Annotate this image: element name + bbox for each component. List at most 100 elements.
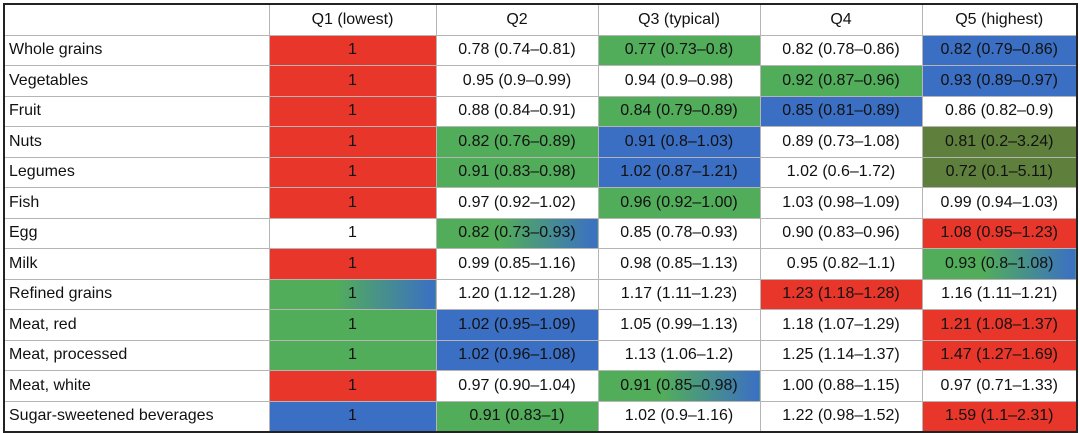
risk-table-container: Q1 (lowest) Q2 Q3 (typical) Q4 Q5 (highest) … — [3, 3, 1078, 433]
value-cell: 1 — [268, 248, 437, 280]
value-cell: 0.84 (0.79–0.89) — [597, 95, 761, 127]
value-cell: 0.99 (0.85–1.16) — [435, 248, 599, 280]
row-label: Vegetables — [3, 65, 270, 97]
value-cell: 1 — [268, 187, 437, 219]
value-cell: 0.97 (0.90–1.04) — [435, 370, 599, 402]
table-row: Meat, processed 1 1.02 (0.96–1.08) 1.13 (1.… — [3, 339, 1078, 371]
value-cell: 1 — [268, 309, 437, 341]
value-cell: 1 — [268, 95, 437, 127]
value-cell: 1.02 (0.9–1.16) — [597, 400, 761, 433]
value-cell: 1.59 (1.1–2.31) — [921, 400, 1078, 433]
value-cell: 1.13 (1.06–1.2) — [597, 339, 761, 371]
value-cell: 1.02 (0.87–1.21) — [597, 156, 761, 188]
value-cell: 0.72 (0.1–5.11) — [921, 156, 1078, 188]
table-row: Legumes 1 0.91 (0.83–0.98) 1.02 (0.87–1.21)… — [3, 156, 1078, 188]
row-label: Sugar-sweetened beverages — [3, 400, 270, 433]
table-row: Fruit 1 0.88 (0.84–0.91) 0.84 (0.79–0.89) 0.… — [3, 95, 1078, 127]
value-cell: 1 — [268, 126, 437, 158]
column-header: Q5 (highest) — [921, 4, 1078, 36]
value-cell: 1.16 (1.11–1.21) — [921, 278, 1078, 310]
value-cell: 0.92 (0.87–0.96) — [759, 65, 923, 97]
row-label: Whole grains — [3, 34, 270, 66]
value-cell: 0.90 (0.83–0.96) — [759, 217, 923, 249]
row-label: Legumes — [3, 156, 270, 188]
row-label: Refined grains — [3, 278, 270, 310]
value-cell: 1.00 (0.88–1.15) — [759, 370, 923, 402]
value-cell: 1 — [268, 278, 437, 310]
value-cell: 1 — [268, 34, 437, 66]
value-cell: 0.82 (0.73–0.93) — [435, 217, 599, 249]
column-header: Q2 — [435, 4, 599, 36]
row-label: Nuts — [3, 126, 270, 158]
value-cell: 0.81 (0.2–3.24) — [921, 126, 1078, 158]
header-corner — [4, 4, 270, 36]
row-label: Meat, white — [3, 370, 270, 402]
value-cell: 1 — [268, 370, 437, 402]
value-cell: 0.78 (0.74–0.81) — [435, 34, 599, 66]
value-cell: 1.25 (1.14–1.37) — [759, 339, 923, 371]
value-cell: 0.82 (0.78–0.86) — [759, 34, 923, 66]
value-cell: 1.47 (1.27–1.69) — [921, 339, 1078, 371]
risk-table: Q1 (lowest) Q2 Q3 (typical) Q4 Q5 (highest) … — [3, 3, 1078, 433]
value-cell: 0.85 (0.78–0.93) — [597, 217, 761, 249]
row-label: Meat, processed — [3, 339, 270, 371]
value-cell: 0.94 (0.9–0.98) — [597, 65, 761, 97]
value-cell: 1.20 (1.12–1.28) — [435, 278, 599, 310]
column-header: Q1 (lowest) — [268, 4, 437, 36]
value-cell: 1.02 (0.96–1.08) — [435, 339, 599, 371]
value-cell: 1 — [268, 65, 437, 97]
value-cell: 1.23 (1.18–1.28) — [759, 278, 923, 310]
value-cell: 0.77 (0.73–0.8) — [597, 34, 761, 66]
table-row: Refined grains 1 1.20 (1.12–1.28) 1.17 (1.1… — [3, 278, 1078, 310]
row-label: Milk — [3, 248, 270, 280]
row-label: Egg — [3, 217, 270, 249]
value-cell: 0.95 (0.82–1.1) — [759, 248, 923, 280]
value-cell: 0.88 (0.84–0.91) — [435, 95, 599, 127]
value-cell: 1.05 (0.99–1.13) — [597, 309, 761, 341]
value-cell: 1.02 (0.95–1.09) — [435, 309, 599, 341]
value-cell: 0.98 (0.85–1.13) — [597, 248, 761, 280]
value-cell: 0.97 (0.71–1.33) — [921, 370, 1078, 402]
table-row: Vegetables 1 0.95 (0.9–0.99) 0.94 (0.9–0.98… — [3, 65, 1078, 97]
value-cell: 0.97 (0.92–1.02) — [435, 187, 599, 219]
value-cell: 0.95 (0.9–0.99) — [435, 65, 599, 97]
table-row: Whole grains 1 0.78 (0.74–0.81) 0.77 (0.73–… — [3, 34, 1078, 66]
table-row: Milk 1 0.99 (0.85–1.16) 0.98 (0.85–1.13) 0.9… — [3, 248, 1078, 280]
row-label: Meat, red — [3, 309, 270, 341]
value-cell: 1 — [268, 156, 437, 188]
value-cell: 0.82 (0.79–0.86) — [921, 34, 1078, 66]
row-label: Fish — [3, 187, 270, 219]
value-cell: 0.91 (0.83–0.98) — [435, 156, 599, 188]
table-row: Fish 1 0.97 (0.92–1.02) 0.96 (0.92–1.00) 1.0… — [3, 187, 1078, 219]
value-cell: 0.89 (0.73–1.08) — [759, 126, 923, 158]
value-cell: 0.91 (0.85–0.98) — [597, 370, 761, 402]
value-cell: 1.22 (0.98–1.52) — [759, 400, 923, 433]
column-header: Q3 (typical) — [597, 4, 761, 36]
value-cell: 0.82 (0.76–0.89) — [435, 126, 599, 158]
value-cell: 1.02 (0.6–1.72) — [759, 156, 923, 188]
value-cell: 1 — [268, 217, 437, 249]
value-cell: 0.86 (0.82–0.9) — [921, 95, 1078, 127]
column-header: Q4 — [759, 4, 923, 36]
table-row: Nuts 1 0.82 (0.76–0.89) 0.91 (0.8–1.03) 0.89… — [3, 126, 1078, 158]
value-cell: 0.93 (0.89–0.97) — [921, 65, 1078, 97]
value-cell: 0.96 (0.92–1.00) — [597, 187, 761, 219]
value-cell: 1.17 (1.11–1.23) — [597, 278, 761, 310]
value-cell: 0.93 (0.8–1.08) — [921, 248, 1078, 280]
value-cell: 1.21 (1.08–1.37) — [921, 309, 1078, 341]
header-row: Q1 (lowest) Q2 Q3 (typical) Q4 Q5 (highest) — [4, 4, 1078, 36]
value-cell: 0.91 (0.8–1.03) — [597, 126, 761, 158]
value-cell: 1 — [268, 339, 437, 371]
value-cell: 1.08 (0.95–1.23) — [921, 217, 1078, 249]
table-row: Meat, red 1 1.02 (0.95–1.09) 1.05 (0.99–1.1… — [3, 309, 1078, 341]
value-cell: 1.03 (0.98–1.09) — [759, 187, 923, 219]
value-cell: 0.85 (0.81–0.89) — [759, 95, 923, 127]
value-cell: 0.91 (0.83–1) — [435, 400, 599, 433]
value-cell: 1 — [268, 400, 437, 433]
table-row: Meat, white 1 0.97 (0.90–1.04) 0.91 (0.85–0… — [3, 370, 1078, 402]
value-cell: 1.18 (1.07–1.29) — [759, 309, 923, 341]
table-body: Whole grains 1 0.78 (0.74–0.81) 0.77 (0.73–… — [3, 34, 1078, 433]
row-label: Fruit — [3, 95, 270, 127]
value-cell: 0.99 (0.94–1.03) — [921, 187, 1078, 219]
table-row: Sugar-sweetened beverages 1 0.91 (0.83–1) 1… — [3, 400, 1078, 433]
